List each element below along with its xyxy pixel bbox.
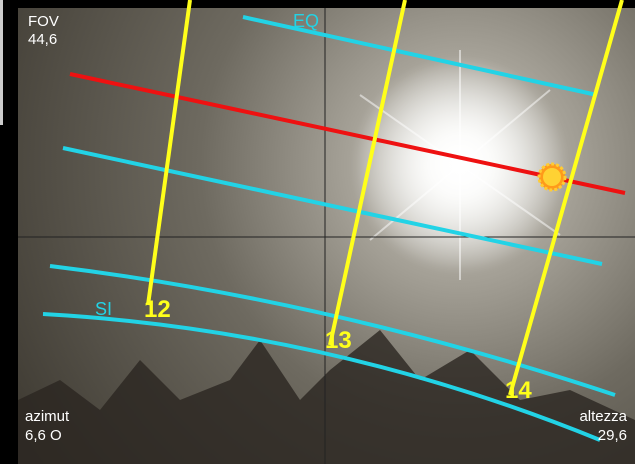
altitude-label: altezza bbox=[579, 408, 627, 425]
hour-label: 14 bbox=[505, 377, 532, 404]
sun-path bbox=[69, 72, 626, 195]
hour-label: 12 bbox=[144, 296, 171, 323]
fov-value: 44,6 bbox=[28, 31, 57, 48]
equator-label: EQ bbox=[293, 11, 319, 31]
glare-rays bbox=[359, 50, 561, 280]
azimuth-value: 6,6 O bbox=[25, 427, 62, 444]
azimuth-label: azimut bbox=[25, 408, 70, 425]
fov-label: FOV bbox=[28, 13, 59, 30]
sun-icon bbox=[537, 162, 567, 192]
trees bbox=[18, 330, 635, 464]
hour-label: 13 bbox=[325, 327, 352, 354]
solstice-label: SI bbox=[95, 299, 112, 319]
edge bbox=[0, 0, 3, 125]
declination-lines bbox=[42, 15, 616, 442]
hour-lines bbox=[146, 0, 624, 396]
altitude-value: 29,6 bbox=[598, 427, 627, 444]
